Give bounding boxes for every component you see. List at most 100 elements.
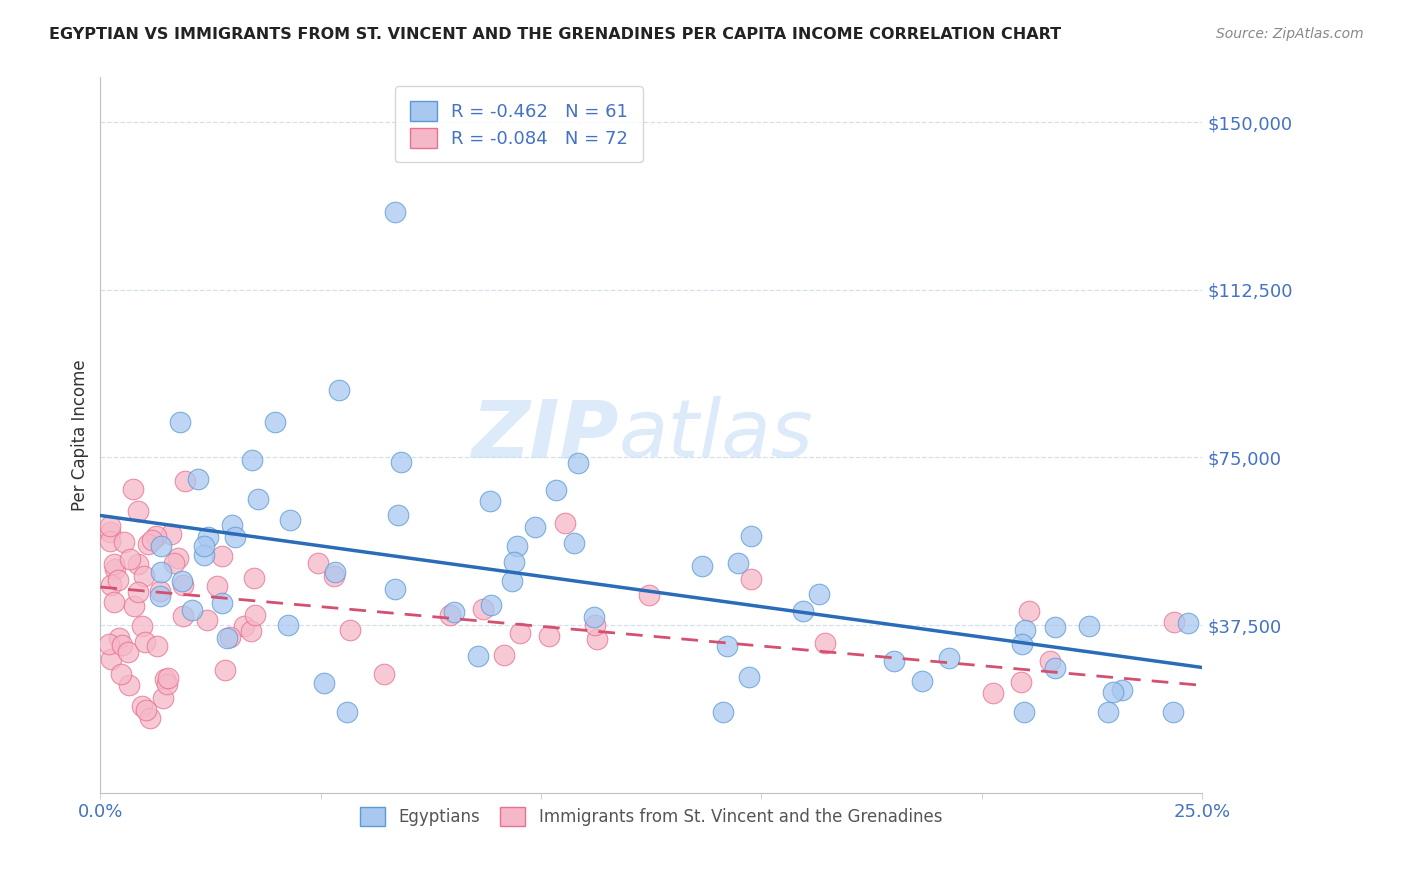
Point: [218, 630, 240, 644]
Point: [1039, 654, 1062, 668]
Point: [981, 686, 1004, 700]
Point: [537, 629, 560, 643]
Point: [1078, 619, 1101, 633]
Point: [911, 673, 934, 688]
Point: [180, 602, 202, 616]
Point: [134, 635, 156, 649]
Point: [387, 508, 409, 523]
Point: [149, 565, 172, 579]
Point: [439, 607, 461, 622]
Point: [103, 595, 125, 609]
Point: [883, 654, 905, 668]
Point: [233, 619, 256, 633]
Point: [567, 457, 589, 471]
Point: [307, 557, 329, 571]
Point: [690, 558, 713, 573]
Text: atlas: atlas: [619, 396, 813, 474]
Legend: Egyptians, Immigrants from St. Vincent and the Grenadines: Egyptians, Immigrants from St. Vincent a…: [352, 799, 950, 834]
Point: [187, 472, 209, 486]
Point: [135, 703, 157, 717]
Point: [127, 558, 149, 572]
Point: [215, 631, 238, 645]
Point: [117, 678, 139, 692]
Point: [1018, 604, 1040, 618]
Point: [245, 608, 267, 623]
Point: [197, 530, 219, 544]
Point: [127, 584, 149, 599]
Point: [1163, 615, 1185, 629]
Point: [373, 666, 395, 681]
Point: [211, 597, 233, 611]
Point: [814, 636, 837, 650]
Point: [111, 638, 134, 652]
Point: [108, 631, 131, 645]
Point: [740, 572, 762, 586]
Point: [808, 587, 831, 601]
Text: EGYPTIAN VS IMMIGRANTS FROM ST. VINCENT AND THE GRENADINES PER CAPITA INCOME COR: EGYPTIAN VS IMMIGRANTS FROM ST. VINCENT …: [49, 27, 1062, 42]
Point: [172, 574, 194, 588]
Point: [1043, 620, 1066, 634]
Point: [153, 673, 176, 687]
Point: [110, 667, 132, 681]
Point: [740, 528, 762, 542]
Point: [242, 453, 264, 467]
Point: [638, 588, 661, 602]
Point: [278, 513, 301, 527]
Point: [492, 648, 515, 662]
Point: [1011, 637, 1033, 651]
Point: [139, 711, 162, 725]
Point: [100, 652, 122, 666]
Point: [509, 625, 531, 640]
Point: [193, 539, 215, 553]
Point: [314, 676, 336, 690]
Point: [1045, 660, 1067, 674]
Point: [546, 483, 568, 498]
Point: [328, 384, 350, 398]
Point: [336, 705, 359, 719]
Point: [169, 415, 191, 429]
Point: [585, 632, 607, 647]
Text: Source: ZipAtlas.com: Source: ZipAtlas.com: [1216, 27, 1364, 41]
Point: [1097, 705, 1119, 719]
Point: [156, 677, 179, 691]
Point: [224, 530, 246, 544]
Point: [98, 518, 121, 533]
Point: [136, 537, 159, 551]
Point: [160, 527, 183, 541]
Point: [100, 524, 122, 539]
Point: [1101, 685, 1123, 699]
Point: [325, 566, 347, 580]
Point: [554, 516, 576, 530]
Point: [247, 491, 270, 506]
Point: [1014, 623, 1036, 637]
Point: [506, 539, 529, 553]
Point: [938, 651, 960, 665]
Point: [389, 455, 412, 469]
Point: [103, 558, 125, 572]
Point: [104, 562, 127, 576]
Point: [501, 574, 523, 589]
Point: [149, 584, 172, 599]
Point: [264, 415, 287, 429]
Point: [1010, 675, 1032, 690]
Point: [524, 520, 547, 534]
Point: [562, 536, 585, 550]
Point: [583, 617, 606, 632]
Point: [277, 617, 299, 632]
Point: [118, 552, 141, 566]
Point: [98, 534, 121, 549]
Point: [1163, 705, 1185, 719]
Point: [167, 551, 190, 566]
Point: [149, 589, 172, 603]
Point: [339, 623, 361, 637]
Point: [471, 602, 494, 616]
Point: [1177, 615, 1199, 630]
Point: [323, 568, 346, 582]
Point: [173, 474, 195, 488]
Point: [221, 518, 243, 533]
Point: [1111, 682, 1133, 697]
Point: [479, 599, 502, 613]
Point: [384, 204, 406, 219]
Text: ZIP: ZIP: [471, 396, 619, 474]
Point: [240, 624, 263, 638]
